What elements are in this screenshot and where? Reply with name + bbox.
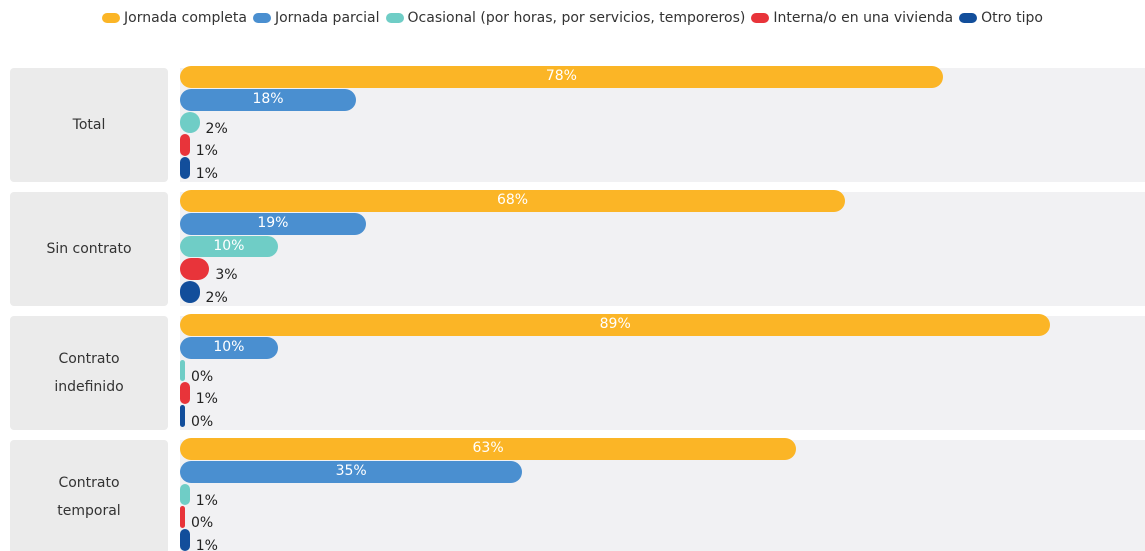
bar (180, 405, 185, 427)
category-box: Sin contrato (10, 192, 168, 306)
legend-label: Interna/o en una vivienda (773, 10, 954, 26)
value-label: 68% (496, 192, 529, 208)
bar (180, 157, 190, 179)
legend-item: Interna/o en una vivienda (751, 10, 953, 26)
bar (180, 529, 190, 551)
legend-swatch (252, 13, 271, 23)
bar (180, 314, 1051, 336)
legend-item: Otro tipo (959, 10, 1043, 26)
value-label: 78% (545, 68, 577, 84)
category-label: Contrato indefinido (54, 351, 124, 395)
value-label: 1% (195, 143, 218, 160)
legend-label: Otro tipo (981, 10, 1043, 26)
bar (180, 235, 278, 258)
bar (180, 258, 210, 281)
value-label: 1% (195, 166, 218, 183)
legend-label: Ocasional (por horas, por servicios, tem… (407, 10, 746, 26)
bar (180, 359, 185, 382)
value-label: 1% (195, 538, 218, 551)
category-box: Contrato temporal (10, 440, 168, 551)
bar (180, 111, 200, 134)
value-label: 0% (191, 515, 214, 532)
category-label: Total (72, 117, 106, 133)
bar (180, 438, 797, 460)
bar (180, 66, 943, 88)
value-label: 2% (205, 120, 228, 137)
legend-swatch (959, 13, 978, 23)
bar (180, 460, 523, 483)
category-box: Total (10, 68, 168, 182)
value-label: 63% (472, 440, 504, 456)
bar (180, 281, 200, 303)
value-label: 1% (195, 391, 218, 408)
legend-swatch (102, 13, 121, 23)
value-label: 10% (213, 237, 245, 254)
legend: Jornada completa Jornada parcial Ocasional… (0, 10, 1145, 26)
value-label: 19% (257, 214, 289, 231)
bar (180, 134, 190, 157)
value-label: 1% (195, 492, 218, 509)
category-label: Sin contrato (46, 241, 132, 257)
legend-swatch (385, 13, 404, 23)
value-label: 10% (213, 338, 245, 355)
value-label: 18% (252, 90, 284, 107)
value-label: 89% (599, 316, 631, 332)
value-label: 3% (215, 267, 238, 284)
bar (180, 190, 846, 212)
bar (180, 212, 366, 235)
bar (180, 382, 190, 405)
bar (180, 483, 190, 506)
bar (180, 506, 185, 529)
legend-swatch (751, 13, 770, 23)
category-box: Contrato indefinido (10, 316, 168, 430)
bar (180, 88, 357, 111)
legend-label: Jornada parcial (274, 10, 380, 26)
legend-item: Jornada parcial (252, 10, 380, 26)
value-label: 2% (205, 290, 228, 307)
legend-label: Jornada completa (124, 10, 247, 26)
value-label: 35% (335, 462, 367, 479)
legend-item: Jornada completa (102, 10, 247, 26)
category-label: Contrato temporal (57, 475, 121, 519)
value-label: 0% (191, 414, 214, 431)
value-label: 0% (191, 368, 214, 385)
bar (180, 336, 278, 359)
legend-item: Ocasional (por horas, por servicios, tem… (385, 10, 746, 26)
